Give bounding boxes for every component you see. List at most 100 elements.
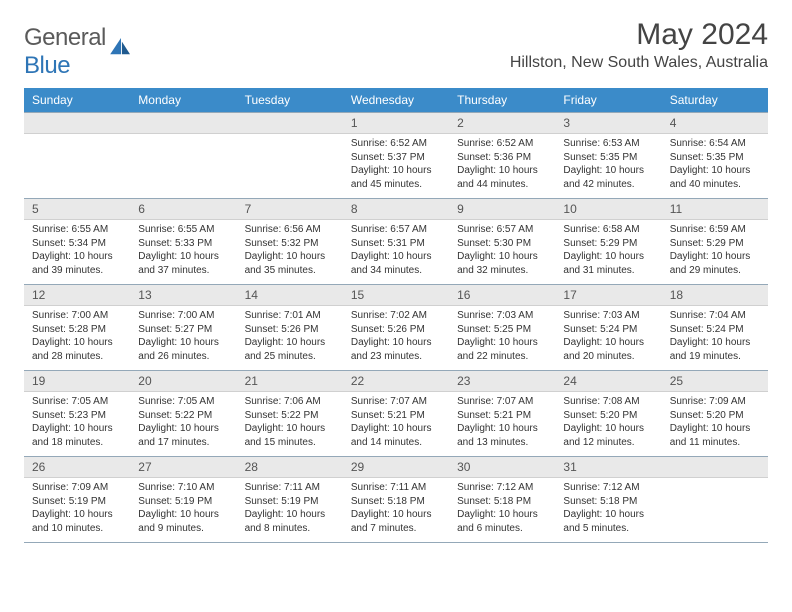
day-number: 21 xyxy=(237,371,343,392)
day-body: Sunrise: 6:56 AMSunset: 5:32 PMDaylight:… xyxy=(237,220,343,283)
day-number: 16 xyxy=(449,285,555,306)
day-body: Sunrise: 7:11 AMSunset: 5:19 PMDaylight:… xyxy=(237,478,343,541)
day-cell: 12Sunrise: 7:00 AMSunset: 5:28 PMDayligh… xyxy=(24,285,130,371)
day-body: Sunrise: 7:08 AMSunset: 5:20 PMDaylight:… xyxy=(555,392,661,455)
day-cell: 13Sunrise: 7:00 AMSunset: 5:27 PMDayligh… xyxy=(130,285,236,371)
day-cell: 14Sunrise: 7:01 AMSunset: 5:26 PMDayligh… xyxy=(237,285,343,371)
day-body: Sunrise: 6:52 AMSunset: 5:36 PMDaylight:… xyxy=(449,134,555,197)
day-body: Sunrise: 7:09 AMSunset: 5:20 PMDaylight:… xyxy=(662,392,768,455)
day-body: Sunrise: 6:52 AMSunset: 5:37 PMDaylight:… xyxy=(343,134,449,197)
day-number xyxy=(662,457,768,478)
day-body: Sunrise: 7:02 AMSunset: 5:26 PMDaylight:… xyxy=(343,306,449,369)
day-body: Sunrise: 6:57 AMSunset: 5:31 PMDaylight:… xyxy=(343,220,449,283)
day-body: Sunrise: 7:00 AMSunset: 5:28 PMDaylight:… xyxy=(24,306,130,369)
day-number: 13 xyxy=(130,285,236,306)
day-number: 20 xyxy=(130,371,236,392)
day-body: Sunrise: 7:12 AMSunset: 5:18 PMDaylight:… xyxy=(449,478,555,541)
day-cell: 19Sunrise: 7:05 AMSunset: 5:23 PMDayligh… xyxy=(24,371,130,457)
day-number: 25 xyxy=(662,371,768,392)
day-number: 3 xyxy=(555,113,661,134)
week-row: 12Sunrise: 7:00 AMSunset: 5:28 PMDayligh… xyxy=(24,285,768,371)
day-number: 29 xyxy=(343,457,449,478)
day-cell: 7Sunrise: 6:56 AMSunset: 5:32 PMDaylight… xyxy=(237,199,343,285)
day-body: Sunrise: 7:07 AMSunset: 5:21 PMDaylight:… xyxy=(449,392,555,455)
day-cell: 8Sunrise: 6:57 AMSunset: 5:31 PMDaylight… xyxy=(343,199,449,285)
day-body: Sunrise: 7:12 AMSunset: 5:18 PMDaylight:… xyxy=(555,478,661,541)
day-body: Sunrise: 6:53 AMSunset: 5:35 PMDaylight:… xyxy=(555,134,661,197)
day-number: 27 xyxy=(130,457,236,478)
day-body: Sunrise: 7:07 AMSunset: 5:21 PMDaylight:… xyxy=(343,392,449,455)
title-block: May 2024 Hillston, New South Wales, Aust… xyxy=(510,18,768,72)
day-body xyxy=(130,134,236,184)
sail-icon xyxy=(110,38,132,56)
day-body: Sunrise: 7:01 AMSunset: 5:26 PMDaylight:… xyxy=(237,306,343,369)
day-body: Sunrise: 6:55 AMSunset: 5:33 PMDaylight:… xyxy=(130,220,236,283)
day-body: Sunrise: 6:59 AMSunset: 5:29 PMDaylight:… xyxy=(662,220,768,283)
day-number: 30 xyxy=(449,457,555,478)
day-number: 31 xyxy=(555,457,661,478)
day-cell xyxy=(237,113,343,199)
day-cell: 18Sunrise: 7:04 AMSunset: 5:24 PMDayligh… xyxy=(662,285,768,371)
day-body: Sunrise: 7:05 AMSunset: 5:22 PMDaylight:… xyxy=(130,392,236,455)
day-cell: 27Sunrise: 7:10 AMSunset: 5:19 PMDayligh… xyxy=(130,457,236,543)
weekday-header: Sunday xyxy=(24,88,130,113)
day-number: 23 xyxy=(449,371,555,392)
day-number: 17 xyxy=(555,285,661,306)
day-body: Sunrise: 7:09 AMSunset: 5:19 PMDaylight:… xyxy=(24,478,130,541)
day-cell: 25Sunrise: 7:09 AMSunset: 5:20 PMDayligh… xyxy=(662,371,768,457)
day-number xyxy=(130,113,236,134)
day-number: 7 xyxy=(237,199,343,220)
day-body: Sunrise: 7:05 AMSunset: 5:23 PMDaylight:… xyxy=(24,392,130,455)
day-cell: 15Sunrise: 7:02 AMSunset: 5:26 PMDayligh… xyxy=(343,285,449,371)
day-number xyxy=(24,113,130,134)
day-cell: 26Sunrise: 7:09 AMSunset: 5:19 PMDayligh… xyxy=(24,457,130,543)
day-cell: 10Sunrise: 6:58 AMSunset: 5:29 PMDayligh… xyxy=(555,199,661,285)
day-number: 4 xyxy=(662,113,768,134)
day-cell: 6Sunrise: 6:55 AMSunset: 5:33 PMDaylight… xyxy=(130,199,236,285)
day-number: 14 xyxy=(237,285,343,306)
day-body: Sunrise: 7:11 AMSunset: 5:18 PMDaylight:… xyxy=(343,478,449,541)
day-body: Sunrise: 6:58 AMSunset: 5:29 PMDaylight:… xyxy=(555,220,661,283)
day-number: 10 xyxy=(555,199,661,220)
day-number: 28 xyxy=(237,457,343,478)
day-number: 1 xyxy=(343,113,449,134)
day-cell: 2Sunrise: 6:52 AMSunset: 5:36 PMDaylight… xyxy=(449,113,555,199)
day-number: 24 xyxy=(555,371,661,392)
day-cell: 23Sunrise: 7:07 AMSunset: 5:21 PMDayligh… xyxy=(449,371,555,457)
weekday-header: Wednesday xyxy=(343,88,449,113)
day-body xyxy=(662,478,768,528)
location: Hillston, New South Wales, Australia xyxy=(510,54,768,72)
day-cell: 1Sunrise: 6:52 AMSunset: 5:37 PMDaylight… xyxy=(343,113,449,199)
day-cell xyxy=(24,113,130,199)
weekday-header: Monday xyxy=(130,88,236,113)
day-cell: 29Sunrise: 7:11 AMSunset: 5:18 PMDayligh… xyxy=(343,457,449,543)
weekday-header: Saturday xyxy=(662,88,768,113)
day-cell xyxy=(662,457,768,543)
day-number: 15 xyxy=(343,285,449,306)
weekday-header: Friday xyxy=(555,88,661,113)
day-cell: 16Sunrise: 7:03 AMSunset: 5:25 PMDayligh… xyxy=(449,285,555,371)
day-number: 2 xyxy=(449,113,555,134)
day-cell: 9Sunrise: 6:57 AMSunset: 5:30 PMDaylight… xyxy=(449,199,555,285)
day-cell xyxy=(130,113,236,199)
week-row: 19Sunrise: 7:05 AMSunset: 5:23 PMDayligh… xyxy=(24,371,768,457)
logo: General Blue xyxy=(24,18,132,80)
day-body: Sunrise: 7:04 AMSunset: 5:24 PMDaylight:… xyxy=(662,306,768,369)
day-cell: 11Sunrise: 6:59 AMSunset: 5:29 PMDayligh… xyxy=(662,199,768,285)
day-number: 19 xyxy=(24,371,130,392)
day-number: 9 xyxy=(449,199,555,220)
logo-text-blue: Blue xyxy=(24,52,70,79)
week-row: 26Sunrise: 7:09 AMSunset: 5:19 PMDayligh… xyxy=(24,457,768,543)
day-body: Sunrise: 6:55 AMSunset: 5:34 PMDaylight:… xyxy=(24,220,130,283)
week-row: 1Sunrise: 6:52 AMSunset: 5:37 PMDaylight… xyxy=(24,113,768,199)
day-number: 12 xyxy=(24,285,130,306)
day-number: 18 xyxy=(662,285,768,306)
logo-text-general: General xyxy=(24,24,106,51)
day-body xyxy=(24,134,130,184)
day-cell: 17Sunrise: 7:03 AMSunset: 5:24 PMDayligh… xyxy=(555,285,661,371)
day-number: 11 xyxy=(662,199,768,220)
day-number xyxy=(237,113,343,134)
day-body: Sunrise: 7:10 AMSunset: 5:19 PMDaylight:… xyxy=(130,478,236,541)
week-row: 5Sunrise: 6:55 AMSunset: 5:34 PMDaylight… xyxy=(24,199,768,285)
day-cell: 21Sunrise: 7:06 AMSunset: 5:22 PMDayligh… xyxy=(237,371,343,457)
